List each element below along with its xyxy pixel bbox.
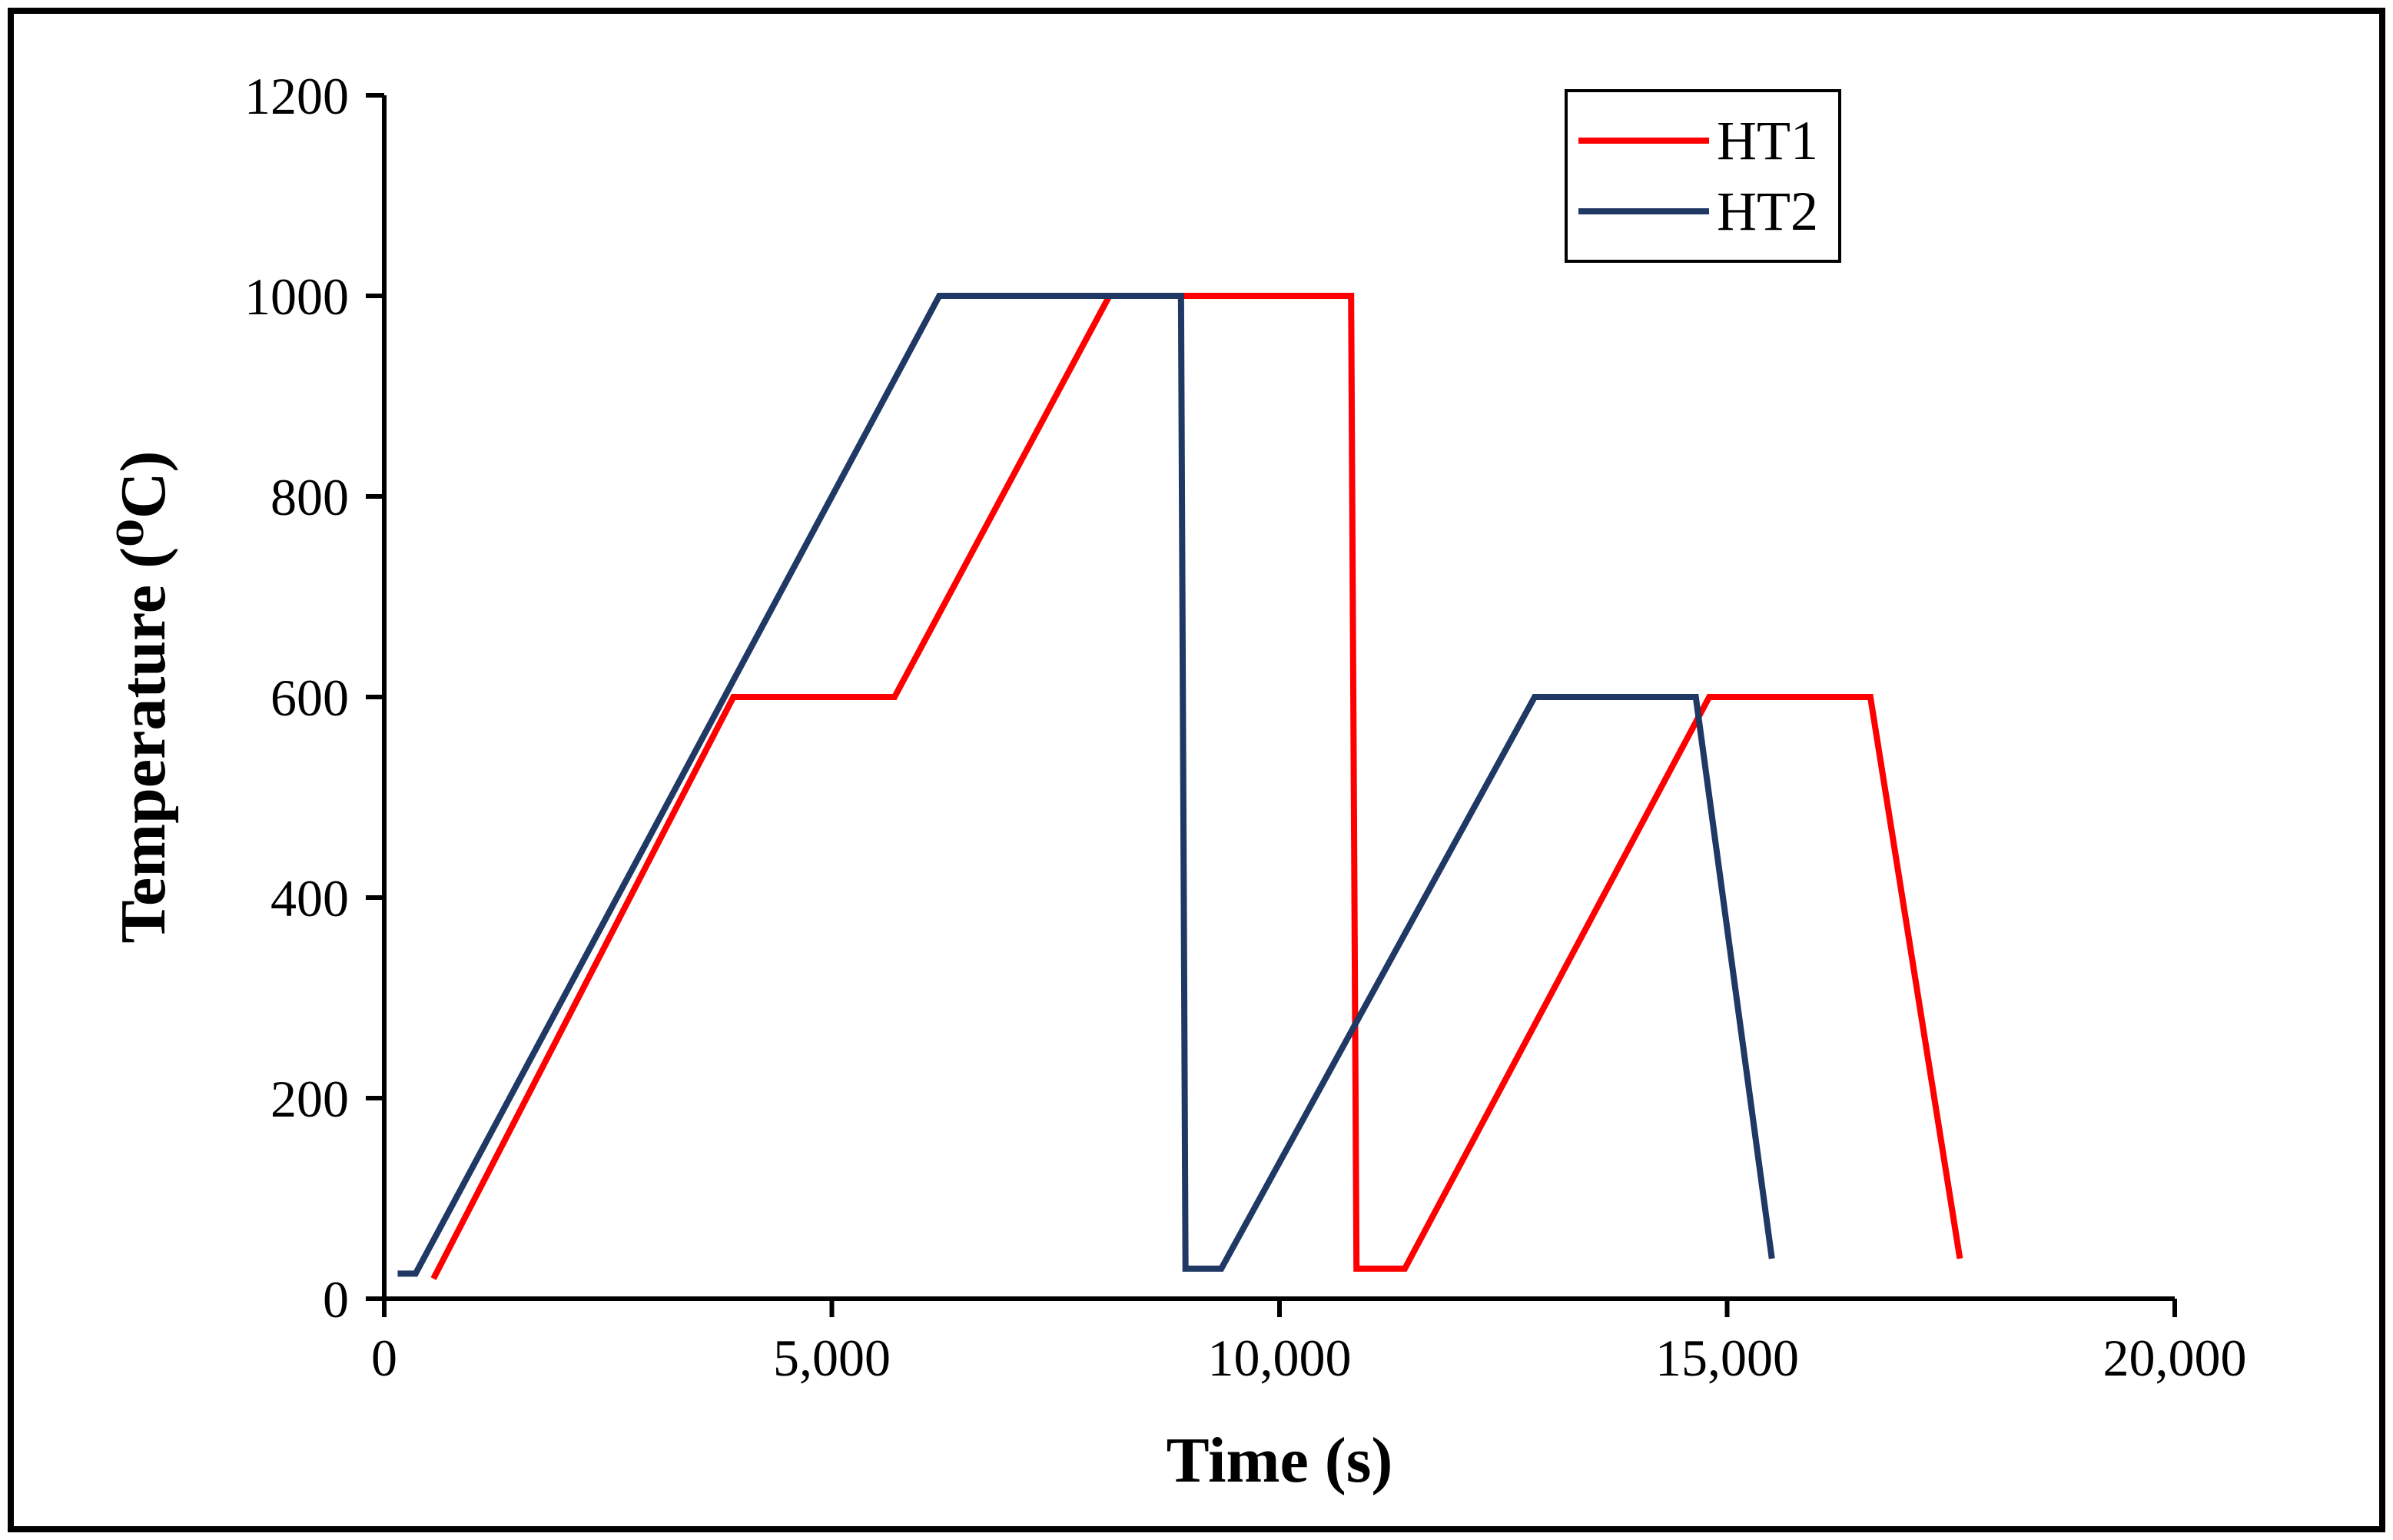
x-tick-label: 10,000 xyxy=(1208,1329,1352,1387)
y-tick-label: 800 xyxy=(270,468,349,526)
y-tick-label: 1000 xyxy=(244,267,349,326)
legend-line-sample-ht1 xyxy=(1578,138,1709,144)
y-axis-title: Temperature (⁰C) xyxy=(108,450,179,944)
y-tick-label: 200 xyxy=(270,1070,349,1128)
legend-label-ht1: HT1 xyxy=(1717,110,1818,171)
legend: HT1 HT2 xyxy=(1565,89,1841,263)
x-tick-label: 20,000 xyxy=(2103,1329,2247,1387)
series-line-ht1 xyxy=(430,293,1963,1280)
legend-item-ht1: HT1 xyxy=(1578,113,1838,168)
y-tick-label: 1200 xyxy=(244,67,349,125)
legend-label-ht2: HT2 xyxy=(1717,181,1818,242)
y-tick-label: 400 xyxy=(270,869,349,928)
y-tick-label: 0 xyxy=(323,1270,349,1329)
legend-item-ht2: HT2 xyxy=(1578,184,1838,239)
x-tick-label: 5,000 xyxy=(773,1329,891,1387)
x-tick-label: 15,000 xyxy=(1655,1329,1799,1387)
x-axis-title: Time (s) xyxy=(1166,1425,1393,1496)
x-tick-label: 0 xyxy=(371,1329,397,1387)
y-tick-label: 600 xyxy=(270,669,349,727)
legend-line-sample-ht2 xyxy=(1578,208,1709,214)
axes-lines xyxy=(382,95,2175,1301)
series-line-ht2 xyxy=(397,293,1775,1277)
